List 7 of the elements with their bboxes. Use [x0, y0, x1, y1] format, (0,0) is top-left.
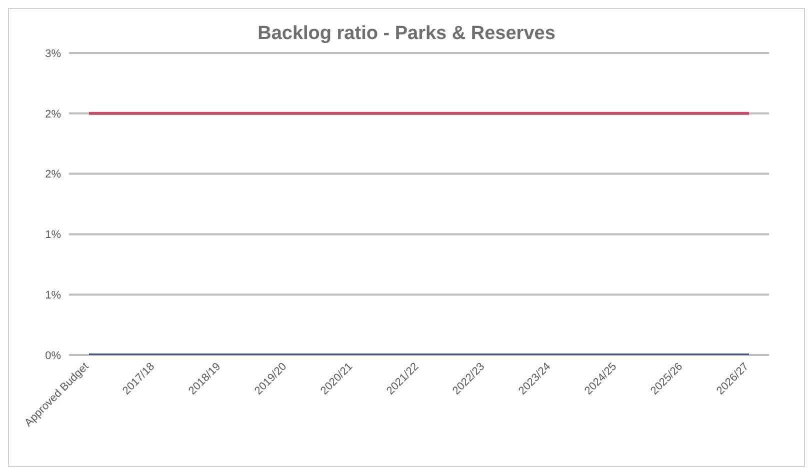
- y-tick-label: 1%: [45, 229, 62, 242]
- y-tick-label: 1%: [45, 290, 62, 302]
- chart-title: Backlog ratio - Parks & Reserves: [256, 23, 556, 45]
- y-tick-label: 2%: [45, 108, 62, 120]
- y-tick-label: 2%: [45, 168, 62, 181]
- y-tick-label: 0%: [45, 350, 62, 362]
- y-tick-label: 3%: [45, 48, 62, 60]
